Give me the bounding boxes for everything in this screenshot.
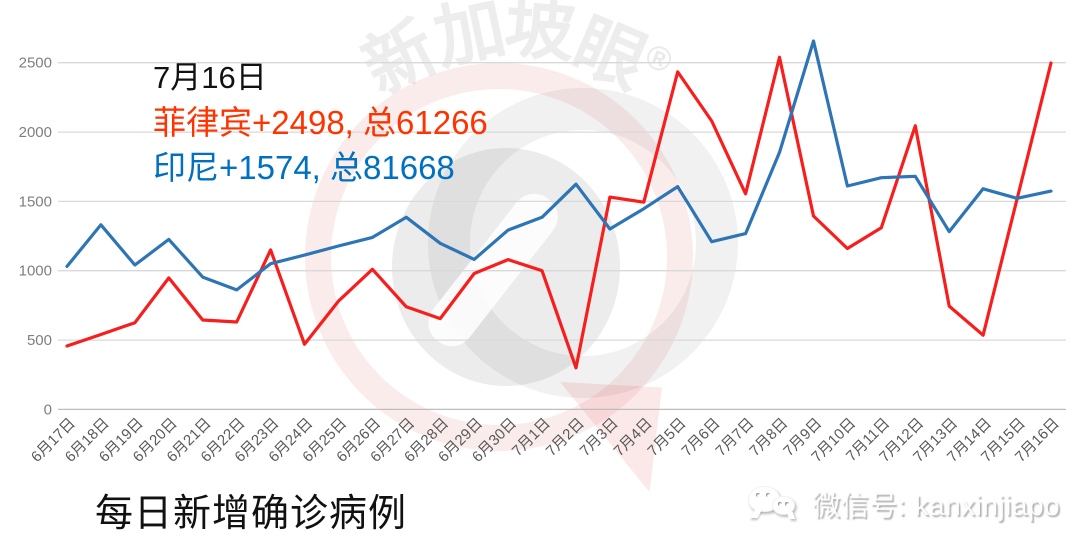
- y-tick-label: 500: [27, 332, 52, 349]
- annotation-date: 7月16日: [153, 60, 267, 95]
- y-tick-label: 2000: [19, 124, 52, 141]
- wechat-bubble-tail-small: [786, 512, 796, 519]
- annotation-block: 7月16日 菲律宾+2498, 总61266 印尼+1574, 总81668: [153, 62, 488, 184]
- wechat-credit: 微信号: kanxinjiapo: [748, 484, 1060, 528]
- series-line-菲律宾: [65, 55, 1053, 370]
- wechat-bubble-small: [772, 496, 795, 515]
- chart-title: 每日新增确诊病例: [95, 493, 408, 535]
- annotation-indonesia: 印尼+1574, 总81668: [153, 149, 455, 186]
- y-tick-label: 1000: [19, 263, 52, 280]
- y-tick-label: 2500: [19, 55, 52, 72]
- y-tick-label: 1500: [19, 193, 52, 210]
- wechat-bubble-tail: [750, 509, 763, 518]
- wechat-id-label: 微信号: kanxinjiapo: [812, 490, 1061, 521]
- y-tick-label: 0: [44, 401, 52, 418]
- annotation-philippines: 菲律宾+2498, 总61266: [153, 104, 488, 141]
- wechat-icon: [748, 484, 800, 524]
- series-line-印尼: [65, 39, 1053, 292]
